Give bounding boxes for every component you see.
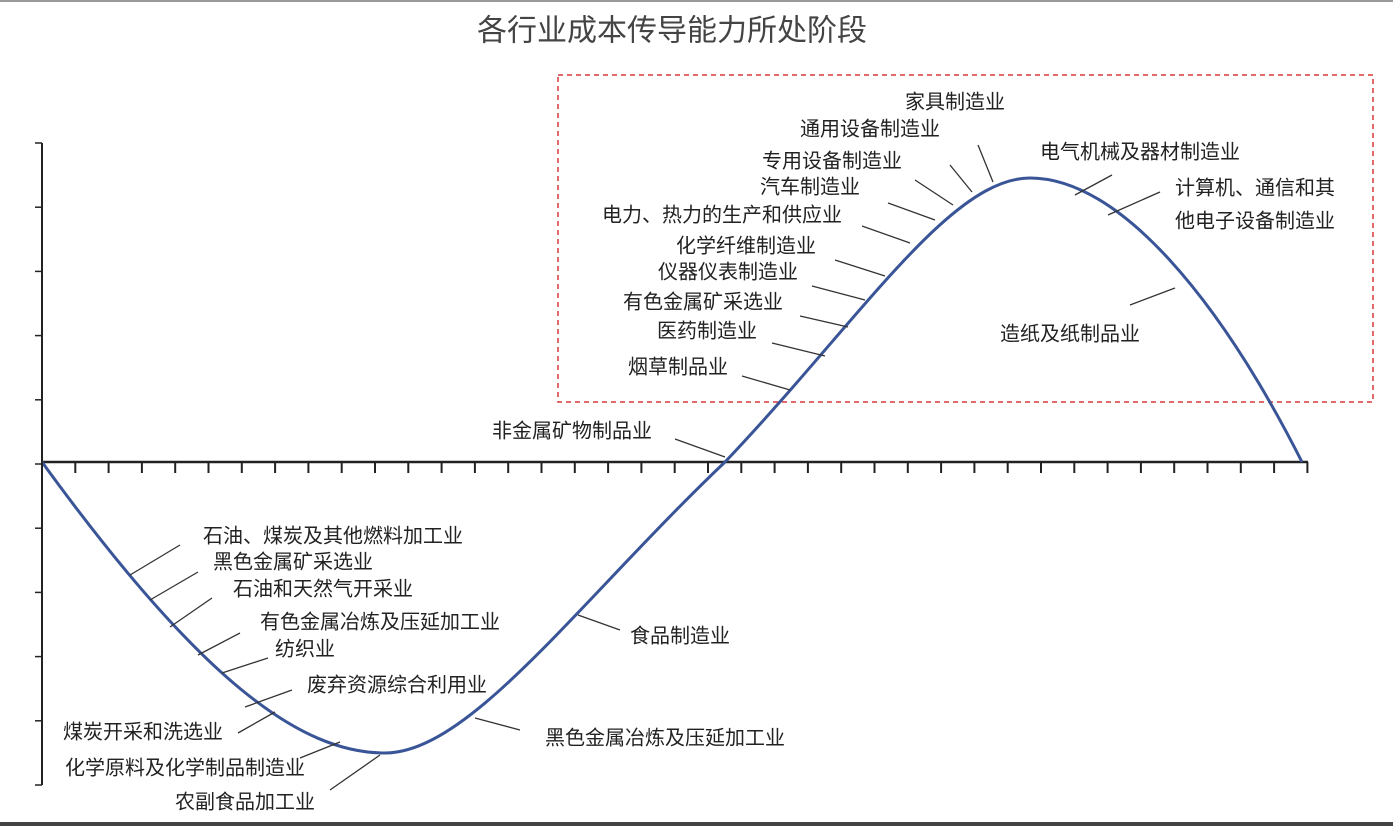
leader-line <box>474 717 521 731</box>
highlight-box <box>557 74 1374 403</box>
leader-line <box>237 711 276 734</box>
leader-line <box>169 597 213 628</box>
label: 电气机械及器材制造业 <box>1040 140 1240 164</box>
label: 黑色金属冶炼及压延加工业 <box>545 726 785 750</box>
leader-line <box>299 741 341 759</box>
label: 汽车制造业 <box>760 175 860 199</box>
label: 计算机、通信和其 <box>1175 176 1335 200</box>
label: 烟草制品业 <box>628 355 728 379</box>
label: 食品制造业 <box>630 624 730 648</box>
leader-line <box>244 689 293 708</box>
leader-line <box>861 225 911 244</box>
leader-line <box>771 342 826 357</box>
leader-line <box>914 179 954 206</box>
leader-line <box>1129 287 1176 306</box>
label: 黑色金属矿采选业 <box>213 550 373 574</box>
label: 有色金属冶炼及压延加工业 <box>260 610 500 634</box>
leader-line <box>1107 191 1161 216</box>
label: 农副食品加工业 <box>175 790 315 814</box>
label: 石油和天然气开采业 <box>233 577 413 601</box>
leader-line <box>741 375 791 391</box>
label: 造纸及纸制品业 <box>1000 322 1140 346</box>
leader-line <box>811 285 866 301</box>
leader-line <box>799 315 849 328</box>
label: 纺织业 <box>275 637 335 661</box>
curve <box>40 176 1304 755</box>
label: 化学原料及化学制品制造业 <box>65 756 305 780</box>
leader-line <box>577 614 621 631</box>
leader-line <box>887 202 936 221</box>
leader-line <box>149 571 199 601</box>
leader-line <box>977 144 994 183</box>
label: 专用设备制造业 <box>762 149 902 173</box>
leader-line <box>674 438 726 458</box>
leader-line <box>129 544 181 576</box>
label: 废弃资源综合利用业 <box>307 673 487 697</box>
label: 电力、热力的生产和供应业 <box>602 203 842 227</box>
label: 家具制造业 <box>905 90 1005 114</box>
label: 煤炭开采和洗选业 <box>63 720 223 744</box>
leader-line <box>1074 174 1113 196</box>
label: 医药制造业 <box>657 319 757 343</box>
leader-line <box>197 632 241 656</box>
label: 仪器仪表制造业 <box>658 260 798 284</box>
label: 他电子设备制造业 <box>1175 209 1335 233</box>
label: 石油、煤炭及其他燃料加工业 <box>203 524 463 548</box>
label: 通用设备制造业 <box>800 117 940 141</box>
title: 各行业成本传导能力所处阶段 <box>477 14 867 49</box>
label: 化学纤维制造业 <box>676 234 816 258</box>
label: 非金属矿物制品业 <box>492 419 652 443</box>
leader-line <box>221 657 269 674</box>
leader-line <box>834 259 886 277</box>
leader-line <box>949 164 973 193</box>
label: 有色金属矿采选业 <box>623 290 783 314</box>
leader-line <box>329 754 381 791</box>
